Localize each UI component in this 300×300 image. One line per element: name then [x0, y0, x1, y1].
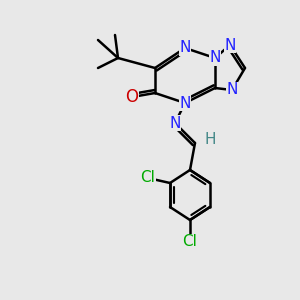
Text: N: N [179, 95, 191, 110]
Text: Cl: Cl [183, 235, 197, 250]
Text: N: N [226, 82, 238, 98]
Text: Cl: Cl [141, 170, 155, 185]
Text: N: N [179, 40, 191, 56]
Text: O: O [125, 88, 139, 106]
Text: N: N [224, 38, 236, 52]
Text: N: N [209, 50, 221, 65]
Text: H: H [204, 133, 216, 148]
Text: N: N [169, 116, 181, 130]
